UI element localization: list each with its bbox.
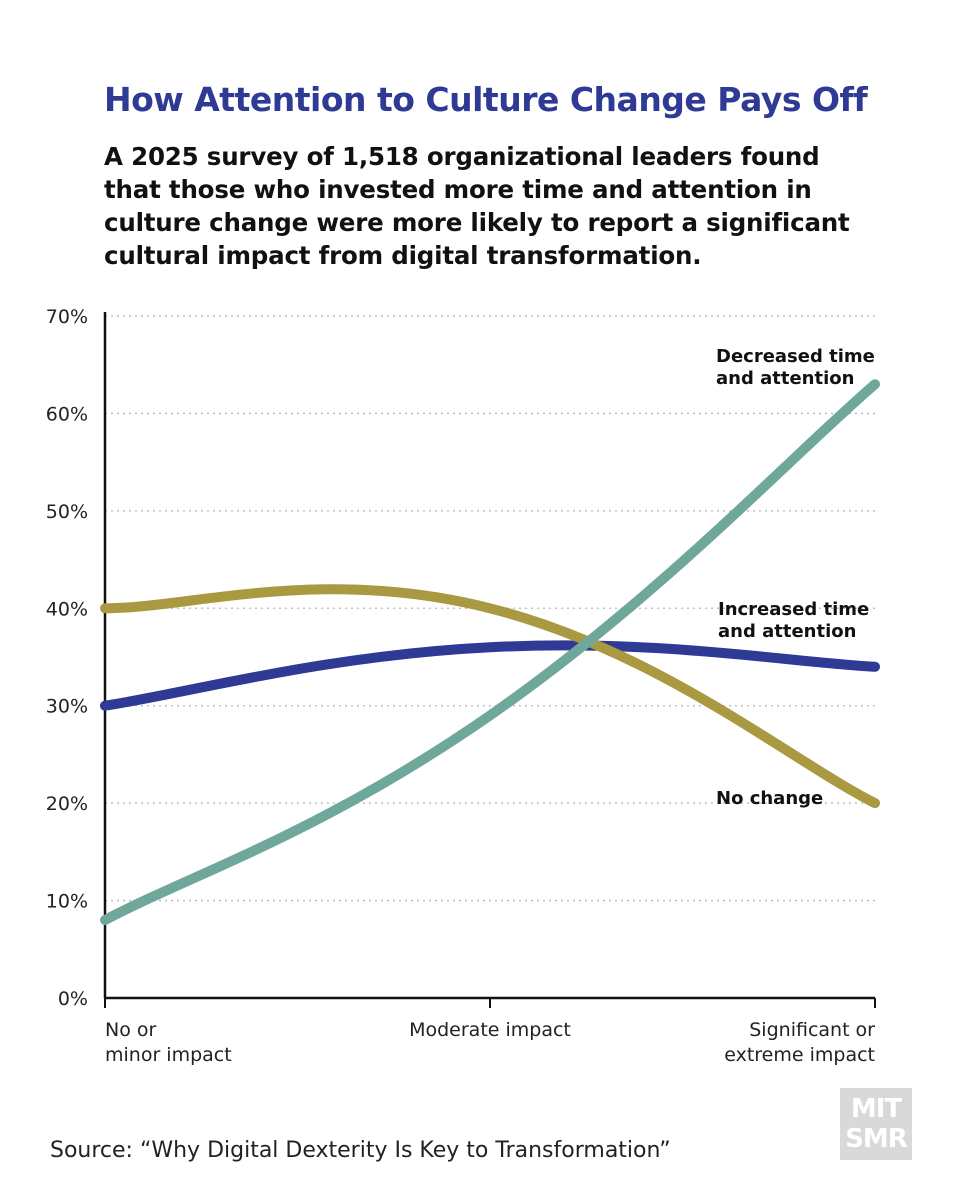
y-tick-label: 10% [46, 891, 88, 913]
series-line-decreased-time-and-attention [100, 379, 880, 926]
logo-line-2: SMR [845, 1124, 908, 1154]
x-category-label: Significant or extreme impact [724, 1019, 875, 1066]
y-tick-label: 50% [46, 501, 88, 523]
y-tick-label: 70% [46, 306, 88, 328]
x-category-label: Moderate impact [409, 1019, 571, 1041]
logo-line-1: MIT [850, 1094, 902, 1124]
x-category-label: No or minor impact [105, 1019, 232, 1066]
axes [103, 312, 876, 1008]
series-label: Increased time and attention [718, 599, 869, 642]
source-note: Source: “Why Digital Dexterity Is Key to… [50, 1138, 671, 1163]
series-lines [100, 379, 880, 926]
series-label: No change [716, 788, 823, 809]
chart-subtitle: A 2025 survey of 1,518 organizational le… [104, 142, 850, 270]
series-label: Decreased time and attention [716, 346, 875, 389]
series-line-increased-time-and-attention [100, 640, 880, 711]
series-line-no-change [100, 584, 880, 809]
mit-smr-logo: MIT SMR [840, 1088, 912, 1160]
y-tick-label: 20% [46, 793, 88, 815]
y-tick-label: 40% [46, 598, 88, 620]
y-tick-label: 30% [46, 696, 88, 718]
chart-title: How Attention to Culture Change Pays Off [104, 80, 868, 119]
y-tick-label: 60% [46, 403, 88, 425]
y-tick-label: 0% [58, 988, 88, 1010]
labels: 0% 10% 20% 30% 40% 50% 60% 70% No or minor impact… [46, 306, 875, 1066]
line-chart: 0% 10% 20% 30% 40% 50% 60% 70% No or minor impact… [46, 306, 880, 1066]
